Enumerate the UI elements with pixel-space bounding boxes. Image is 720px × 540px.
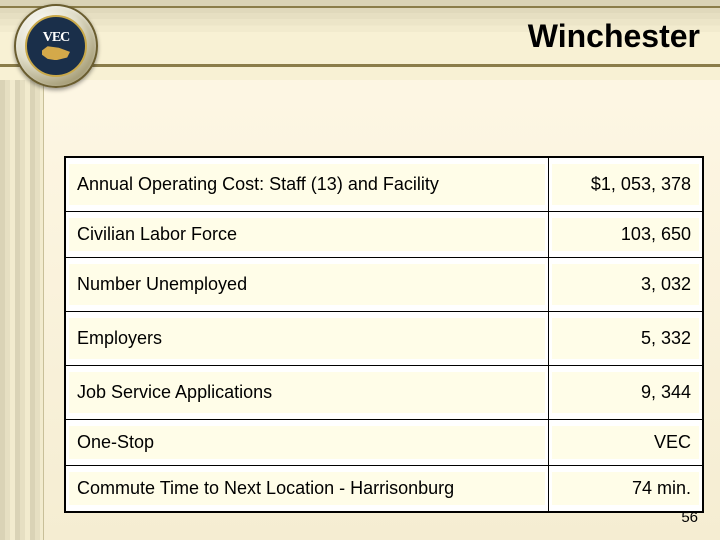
table-row: One-StopVEC [65,420,703,466]
table-cell-label: Number Unemployed [65,258,548,312]
header-rule-bottom [0,64,720,67]
table-cell-value: 5, 332 [548,312,703,366]
content-area: Annual Operating Cost: Staff (13) and Fa… [44,100,720,540]
vec-seal-letters: VEC [42,32,70,61]
table-cell-label: One-Stop [65,420,548,466]
table-row: Job Service Applications9, 344 [65,366,703,420]
table-cell-value: 9, 344 [548,366,703,420]
cell-value-text: 103, 650 [552,218,699,251]
vec-seal-logo: VEC [14,4,98,88]
side-band [0,80,44,540]
virginia-shape-icon [42,46,70,60]
cell-value-text: 74 min. [552,472,699,505]
table-row: Annual Operating Cost: Staff (13) and Fa… [65,157,703,212]
table-row: Employers5, 332 [65,312,703,366]
table-cell-label: Commute Time to Next Location - Harrison… [65,466,548,513]
table-cell-label: Job Service Applications [65,366,548,420]
table-row: Number Unemployed3, 032 [65,258,703,312]
data-table: Annual Operating Cost: Staff (13) and Fa… [64,156,704,513]
cell-label-text: Civilian Labor Force [69,218,545,251]
page-title: Winchester [528,18,700,55]
vec-seal-inner: VEC [25,15,87,77]
table-row: Commute Time to Next Location - Harrison… [65,466,703,513]
seal-text: VEC [43,32,70,45]
cell-label-text: Job Service Applications [69,372,545,413]
table-cell-value: 3, 032 [548,258,703,312]
cell-label-text: Employers [69,318,545,359]
cell-label-text: One-Stop [69,426,545,459]
table-row: Civilian Labor Force103, 650 [65,212,703,258]
table-cell-value: VEC [548,420,703,466]
cell-value-text: $1, 053, 378 [552,164,699,205]
table-cell-value: 74 min. [548,466,703,513]
table-cell-value: $1, 053, 378 [548,157,703,212]
table-cell-label: Employers [65,312,548,366]
cell-value-text: 3, 032 [552,264,699,305]
cell-label-text: Commute Time to Next Location - Harrison… [69,472,545,505]
header-rule-top [0,6,720,8]
cell-label-text: Annual Operating Cost: Staff (13) and Fa… [69,164,545,205]
cell-value-text: 9, 344 [552,372,699,413]
cell-value-text: VEC [552,426,699,459]
page-number: 56 [681,509,698,526]
table-cell-value: 103, 650 [548,212,703,258]
cell-value-text: 5, 332 [552,318,699,359]
data-table-wrap: Annual Operating Cost: Staff (13) and Fa… [64,156,704,513]
cell-label-text: Number Unemployed [69,264,545,305]
table-cell-label: Civilian Labor Force [65,212,548,258]
table-cell-label: Annual Operating Cost: Staff (13) and Fa… [65,157,548,212]
